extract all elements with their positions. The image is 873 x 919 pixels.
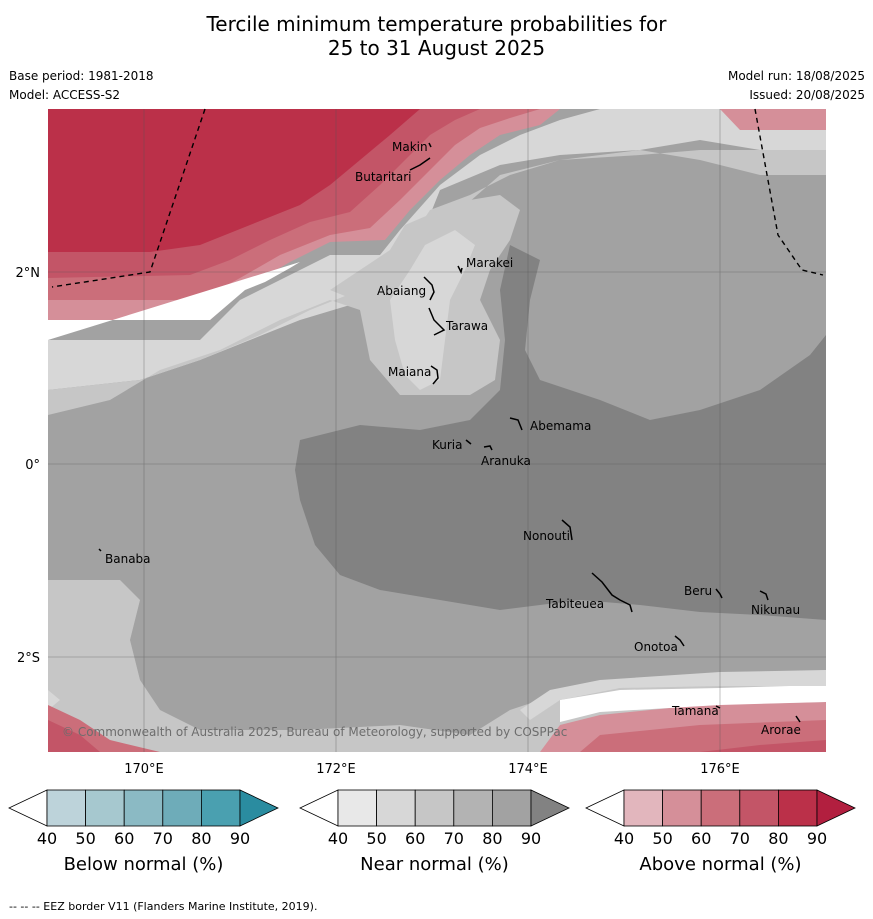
model-run: Model run: 18/08/2025 <box>727 69 865 83</box>
colorbar-tick: 50 <box>366 829 386 848</box>
colorbar-tick: 60 <box>405 829 425 848</box>
lon-label-170e: 170°E <box>124 762 164 777</box>
lat-label-2n: 2°N <box>16 266 41 281</box>
title-line-2: 25 to 31 August 2025 <box>327 36 546 60</box>
place-butaritari: Butaritari <box>355 170 412 184</box>
colorbar-segment <box>778 789 818 827</box>
place-tabiteuea: Tabiteuea <box>545 597 604 611</box>
lon-label-174e: 174°E <box>508 762 548 777</box>
colorbar-segment <box>200 789 241 827</box>
probability-field <box>48 109 826 752</box>
colorbar-high-extension <box>239 789 279 827</box>
place-makin: Makin <box>392 140 428 154</box>
colorbar-above: 40 50 60 70 80 90 Above normal (%) <box>585 789 856 875</box>
colorbar-segment <box>623 789 663 827</box>
colorbar-low-extension <box>8 789 48 827</box>
lon-label-172e: 172°E <box>316 762 356 777</box>
axis-labels: 170°E 172°E 174°E 176°E 2°N 0° 2°S <box>16 266 740 777</box>
colorbar-tick: 80 <box>482 829 502 848</box>
colorbar-segment <box>491 789 532 827</box>
colorbar-segment <box>337 789 377 827</box>
base-period: Base period: 1981-2018 <box>9 69 154 83</box>
colorbar-segment <box>414 789 455 827</box>
colorbar-low-extension <box>299 789 339 827</box>
place-nonouti: Nonouti <box>523 529 570 543</box>
place-marakei: Marakei <box>466 256 513 270</box>
map-title: Tercile minimum temperature probabilitie… <box>0 12 873 60</box>
colorbar-tick: 40 <box>614 829 634 848</box>
colorbar-tick: 70 <box>730 829 750 848</box>
graticule <box>48 109 826 752</box>
colorbar-tick: 50 <box>652 829 672 848</box>
colorbar-segment <box>123 789 164 827</box>
colorbar-label: Below normal (%) <box>64 854 224 875</box>
eez-border <box>51 108 824 288</box>
colorbar-segment <box>700 789 741 827</box>
place-abemama: Abemama <box>530 419 591 433</box>
title-line-1: Tercile minimum temperature probabilitie… <box>206 12 667 36</box>
colorbar-low-extension <box>585 789 625 827</box>
colorbar-tick: 50 <box>75 829 95 848</box>
copyright-notice: © Commonwealth of Australia 2025, Bureau… <box>62 725 567 739</box>
issued-date: Issued: 20/08/2025 <box>749 88 865 102</box>
place-maiana: Maiana <box>388 365 431 379</box>
colorbar-tick: 40 <box>328 829 348 848</box>
place-nikunau: Nikunau <box>751 603 800 617</box>
place-abaiang: Abaiang <box>377 284 426 298</box>
colorbar-tick: 90 <box>807 829 827 848</box>
place-kuria: Kuria <box>432 438 463 452</box>
colorbar-high-extension <box>816 789 856 827</box>
model-name: Model: ACCESS-S2 <box>9 88 121 102</box>
colorbar-segment <box>162 789 202 827</box>
colorbar-segment <box>453 789 493 827</box>
colorbar-tick: 40 <box>37 829 57 848</box>
eez-footnote: -- -- -- EEZ border V11 (Flanders Marine… <box>9 900 318 913</box>
place-labels: Makin Butaritari Marakei Abaiang Tarawa … <box>105 140 801 737</box>
colorbar-tick: 70 <box>444 829 464 848</box>
colorbar-tick: 60 <box>691 829 711 848</box>
colorbar-segment <box>739 789 779 827</box>
colorbar-segment <box>46 789 86 827</box>
colorbar-high-extension <box>530 789 570 827</box>
lon-label-176e: 176°E <box>700 762 740 777</box>
colorbars: 40 50 60 70 80 90 Below normal (%) 40 50 60 70 80 90… <box>8 789 856 875</box>
map-canvas: Makin Butaritari Marakei Abaiang Tarawa … <box>8 108 856 875</box>
colorbar-tick: 80 <box>768 829 788 848</box>
colorbar-near: 40 50 60 70 80 90 Near normal (%) <box>299 789 570 875</box>
place-beru: Beru <box>684 584 712 598</box>
place-arorae: Arorae <box>761 723 801 737</box>
islands <box>98 142 801 723</box>
colorbar-label: Above normal (%) <box>639 854 801 875</box>
colorbar-tick: 80 <box>191 829 211 848</box>
colorbar-tick: 70 <box>153 829 173 848</box>
place-tarawa: Tarawa <box>445 319 488 333</box>
colorbar-segment <box>376 789 416 827</box>
colorbar-tick: 90 <box>230 829 250 848</box>
lat-label-0: 0° <box>25 458 40 473</box>
place-banaba: Banaba <box>105 552 151 566</box>
colorbar-tick: 90 <box>521 829 541 848</box>
colorbar-label: Near normal (%) <box>360 854 509 875</box>
lat-label-2s: 2°S <box>17 651 40 666</box>
colorbar-segment <box>85 789 125 827</box>
place-aranuka: Aranuka <box>481 454 531 468</box>
place-onotoa: Onotoa <box>634 640 678 654</box>
colorbar-below: 40 50 60 70 80 90 Below normal (%) <box>8 789 279 875</box>
colorbar-tick: 60 <box>114 829 134 848</box>
place-tamana: Tamana <box>671 704 719 718</box>
colorbar-segment <box>662 789 702 827</box>
